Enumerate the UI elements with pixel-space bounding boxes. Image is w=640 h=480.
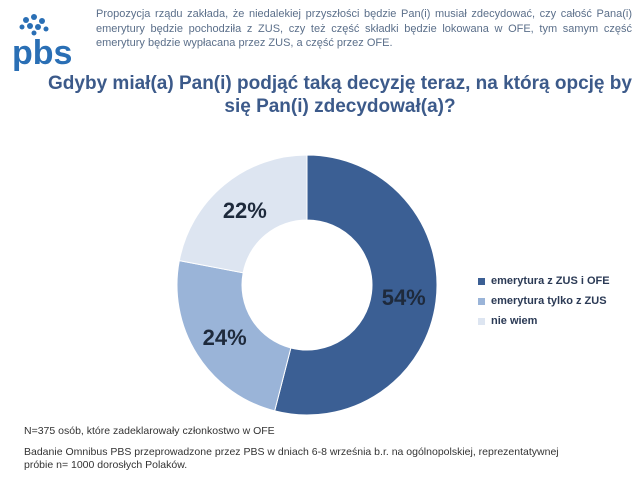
legend-label: emerytura z ZUS i OFE <box>491 275 610 287</box>
slice-emerytura-tylko-z-zus <box>176 260 292 412</box>
chart-legend: emerytura z ZUS i OFE emerytura tylko z Z… <box>478 271 610 331</box>
legend-label: nie wiem <box>491 315 538 327</box>
logo-text: pbs <box>12 34 72 72</box>
legend-swatch <box>478 297 485 305</box>
legend-swatch <box>478 277 485 285</box>
intro-text: Propozycja rządu zakłada, że niedalekiej… <box>96 8 632 49</box>
data-label-emerytura-z-zus-i-ofe: 54% <box>382 285 426 310</box>
sample-note: N=375 osób, które zadeklarowały członkos… <box>24 425 275 437</box>
legend-item-emerytura-z-zus-i-ofe: emerytura z ZUS i OFE <box>478 271 610 291</box>
slice-emerytura-z-zus-i-ofe <box>274 154 438 416</box>
pbs-logo: pbs <box>12 14 72 72</box>
data-label-emerytura-tylko-z-zus: 24% <box>203 325 247 350</box>
logo-dots <box>19 14 49 36</box>
legend-item-emerytura-tylko-z-zus: emerytura tylko z ZUS <box>478 291 610 311</box>
data-label-nie-wiem: 22% <box>223 198 267 223</box>
legend-item-nie-wiem: nie wiem <box>478 311 610 331</box>
legend-label: emerytura tylko z ZUS <box>491 295 607 307</box>
slice-nie-wiem <box>178 154 308 274</box>
source-note: Badanie Omnibus PBS przeprowadzone przez… <box>24 446 559 471</box>
legend-swatch <box>478 317 485 325</box>
chart-title: Gdyby miał(a) Pan(i) podjąć taką decyzję… <box>48 73 632 117</box>
